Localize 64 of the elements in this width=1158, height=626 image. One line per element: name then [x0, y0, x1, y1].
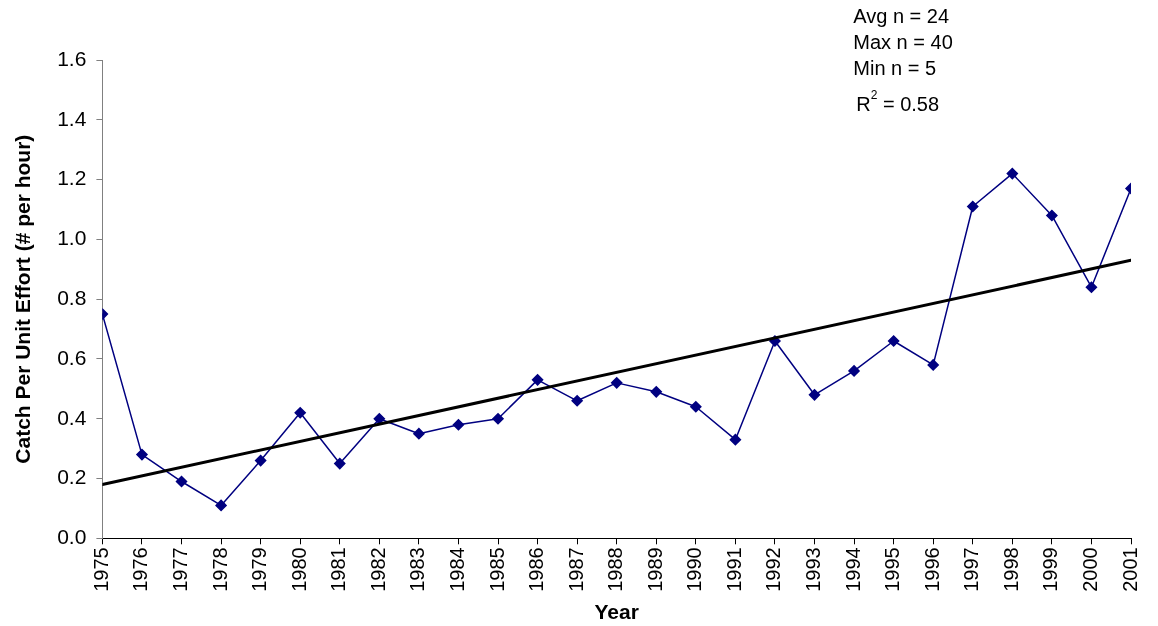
- x-tick-label: 1982: [366, 547, 389, 592]
- x-tick-label: 1991: [722, 547, 745, 592]
- y-tick-label: 0.4: [57, 405, 87, 429]
- x-tick-label: 1985: [485, 547, 508, 592]
- x-tick-label: 2001: [1118, 547, 1141, 592]
- x-tick-label: 1998: [999, 547, 1022, 592]
- point: [492, 412, 504, 425]
- y-tick-label: 0.0: [57, 525, 87, 549]
- point: [136, 448, 148, 461]
- x-tick-label: 1992: [762, 547, 785, 592]
- text: Max n = 40: [853, 30, 953, 53]
- x-tick-label: 1986: [525, 547, 548, 592]
- x-tick-label: 1977: [169, 547, 192, 592]
- x-tick-label: 2000: [1078, 547, 1101, 592]
- point: [690, 401, 702, 413]
- point: [571, 395, 583, 407]
- x-axis-title: Year: [594, 600, 639, 624]
- point: [334, 457, 346, 470]
- point: [848, 365, 860, 377]
- y-tick-label: 0.6: [57, 345, 87, 369]
- x-tick-label: 1988: [604, 547, 627, 592]
- point: [175, 475, 188, 488]
- x-tick-label: 1979: [248, 547, 271, 592]
- x-tick-label: 1994: [841, 547, 864, 592]
- point: [967, 200, 979, 213]
- y-tick-label: 0.8: [57, 285, 87, 309]
- point: [887, 335, 900, 347]
- point: [927, 359, 939, 371]
- point: [294, 407, 306, 419]
- y-axis-title: Catch Per Unit Effort (# per hour): [11, 134, 35, 464]
- x-tick-label: 1976: [129, 547, 152, 592]
- x-tick-label: 1981: [327, 547, 350, 592]
- text: Avg n = 24: [853, 4, 950, 27]
- x-tick-label: 1999: [1039, 547, 1062, 592]
- x-tick-label: 1975: [89, 547, 112, 592]
- point: [254, 454, 267, 467]
- x-tick-label: 1997: [960, 547, 983, 592]
- y-tick-label: 1.4: [57, 106, 87, 130]
- x-tick-label: 1983: [406, 547, 429, 592]
- point: [729, 433, 742, 446]
- point: [1046, 209, 1058, 222]
- y-tick-label: 1.2: [57, 166, 87, 190]
- point: [215, 499, 227, 512]
- point: [610, 377, 623, 389]
- x-tick-label: 1996: [920, 547, 943, 592]
- y-tick-label: 1.0: [57, 226, 87, 250]
- point: [413, 427, 425, 440]
- y-tick-label: 1.6: [57, 46, 87, 70]
- x-tick-label: 1984: [445, 547, 468, 592]
- annotation: Min n = 5: [853, 56, 937, 79]
- x-tick-label: 1993: [802, 547, 825, 592]
- y-tick-label: 0.2: [57, 465, 87, 489]
- x-tick-label: 1990: [683, 547, 706, 592]
- x-tick-label: 1978: [208, 547, 231, 592]
- x-tick-label: 1987: [564, 547, 587, 592]
- point: [650, 386, 663, 398]
- x-tick-label: 1995: [881, 547, 904, 592]
- point: [1085, 281, 1098, 293]
- point: [531, 374, 544, 386]
- x-tick-label: 1980: [287, 547, 310, 592]
- point: [452, 418, 465, 431]
- point: [808, 389, 821, 401]
- point: [1006, 167, 1019, 180]
- x-tick-label: 1989: [643, 547, 666, 592]
